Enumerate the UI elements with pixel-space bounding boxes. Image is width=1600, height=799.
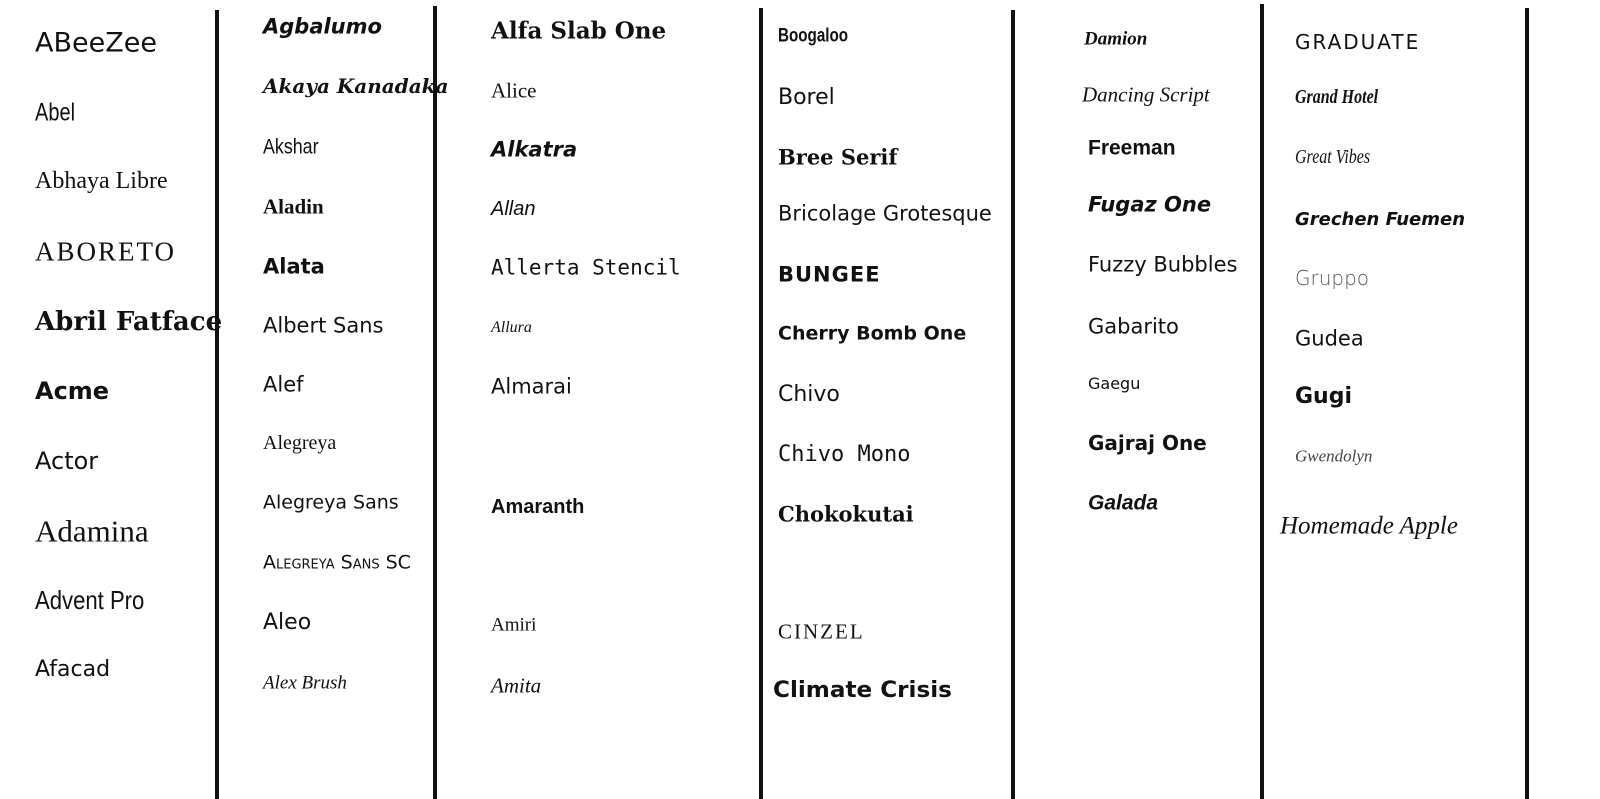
- font-name-gwendolyn: Gwendolyn: [1295, 446, 1373, 466]
- font-name-climate-crisis: Climate Crisis: [773, 678, 952, 703]
- font-name-great-vibes: Great Vibes: [1295, 146, 1371, 168]
- font-name-adamina: Adamina: [35, 513, 149, 549]
- column-divider: [1525, 8, 1529, 799]
- font-name-bungee: BUNGEE: [778, 262, 881, 287]
- font-name-bree-serif: Bree Serif: [778, 144, 898, 170]
- font-name-alata: Alata: [263, 254, 325, 279]
- font-name-allura: Allura: [491, 319, 532, 336]
- font-name-akaya-kanadaka: Akaya Kanadaka: [263, 74, 449, 98]
- font-name-gajraj-one: Gajraj One: [1088, 431, 1207, 455]
- font-name-gaegu: Gaegu: [1088, 374, 1141, 393]
- font-name-akshar: Akshar: [263, 135, 319, 159]
- font-name-aleo: Aleo: [263, 610, 312, 635]
- font-name-alice: Alice: [491, 78, 537, 103]
- font-name-amita: Amita: [491, 673, 542, 698]
- column-divider: [215, 10, 219, 799]
- font-name-abril-fatface: Abril Fatface: [35, 307, 223, 337]
- font-name-alef: Alef: [263, 372, 304, 397]
- font-name-gruppo: Gruppo: [1295, 266, 1370, 290]
- font-name-aladin: Aladin: [263, 194, 324, 219]
- font-name-abel: Abel: [35, 98, 76, 127]
- font-name-alfa-slab-one: Alfa Slab One: [491, 17, 667, 45]
- font-name-afacad: Afacad: [35, 657, 111, 682]
- font-name-actor: Actor: [35, 447, 99, 475]
- column-divider: [433, 6, 437, 799]
- font-name-alegreya-sans-sc: Alegreya Sans SC: [263, 551, 411, 574]
- font-name-galada: Galada: [1088, 491, 1159, 515]
- font-name-grechen-fuemen: Grechen Fuemen: [1295, 209, 1466, 230]
- font-name-allan: Allan: [491, 198, 536, 220]
- font-name-borel: Borel: [778, 85, 835, 110]
- font-name-gugi: Gugi: [1295, 384, 1353, 409]
- font-name-abeezee: ABeeZee: [35, 27, 157, 59]
- font-name-freeman: Freeman: [1088, 136, 1176, 160]
- font-name-graduate: GRADUATE: [1295, 30, 1421, 54]
- font-name-gabarito: Gabarito: [1088, 314, 1179, 339]
- font-name-aboreto: ABORETO: [35, 236, 177, 267]
- font-name-dancing-script: Dancing Script: [1082, 82, 1210, 107]
- font-name-abhaya-libre: Abhaya Libre: [35, 168, 168, 194]
- font-name-advent-pro: Advent Pro: [35, 585, 145, 615]
- font-name-chokokutai: Chokokutai: [778, 501, 914, 527]
- font-name-amaranth: Amaranth: [491, 496, 585, 518]
- font-name-albert-sans: Albert Sans: [263, 313, 384, 338]
- font-name-amiri: Amiri: [491, 614, 537, 636]
- font-name-cinzel: CINZEL: [778, 619, 865, 644]
- font-name-alex-brush: Alex Brush: [263, 672, 347, 694]
- font-name-boogaloo: Boogaloo: [778, 25, 849, 47]
- column-divider: [759, 8, 763, 799]
- font-name-bricolage-grotesque: Bricolage Grotesque: [778, 201, 992, 226]
- font-name-fuzzy-bubbles: Fuzzy Bubbles: [1088, 252, 1238, 277]
- font-name-almarai: Almarai: [491, 374, 572, 399]
- column-divider: [1011, 10, 1015, 799]
- font-name-alegreya-sans: Alegreya Sans: [263, 491, 399, 514]
- font-name-chivo: Chivo: [778, 382, 840, 407]
- column-divider: [1260, 4, 1264, 799]
- font-name-cherry-bomb-one: Cherry Bomb One: [778, 322, 967, 345]
- font-name-gudea: Gudea: [1295, 326, 1364, 351]
- font-name-grand-hotel: Grand Hotel: [1295, 86, 1379, 108]
- font-name-acme: Acme: [35, 377, 110, 405]
- font-name-alegreya: Alegreya: [263, 432, 337, 454]
- font-name-damion: Damion: [1084, 28, 1148, 50]
- font-name-homemade-apple: Homemade Apple: [1280, 512, 1458, 540]
- font-name-fugaz-one: Fugaz One: [1088, 192, 1212, 217]
- font-name-allerta-stencil: Allerta Stencil: [491, 255, 681, 280]
- font-name-alkatra: Alkatra: [491, 137, 578, 162]
- font-name-agbalumo: Agbalumo: [263, 14, 382, 39]
- font-name-chivo-mono: Chivo Mono: [778, 442, 911, 467]
